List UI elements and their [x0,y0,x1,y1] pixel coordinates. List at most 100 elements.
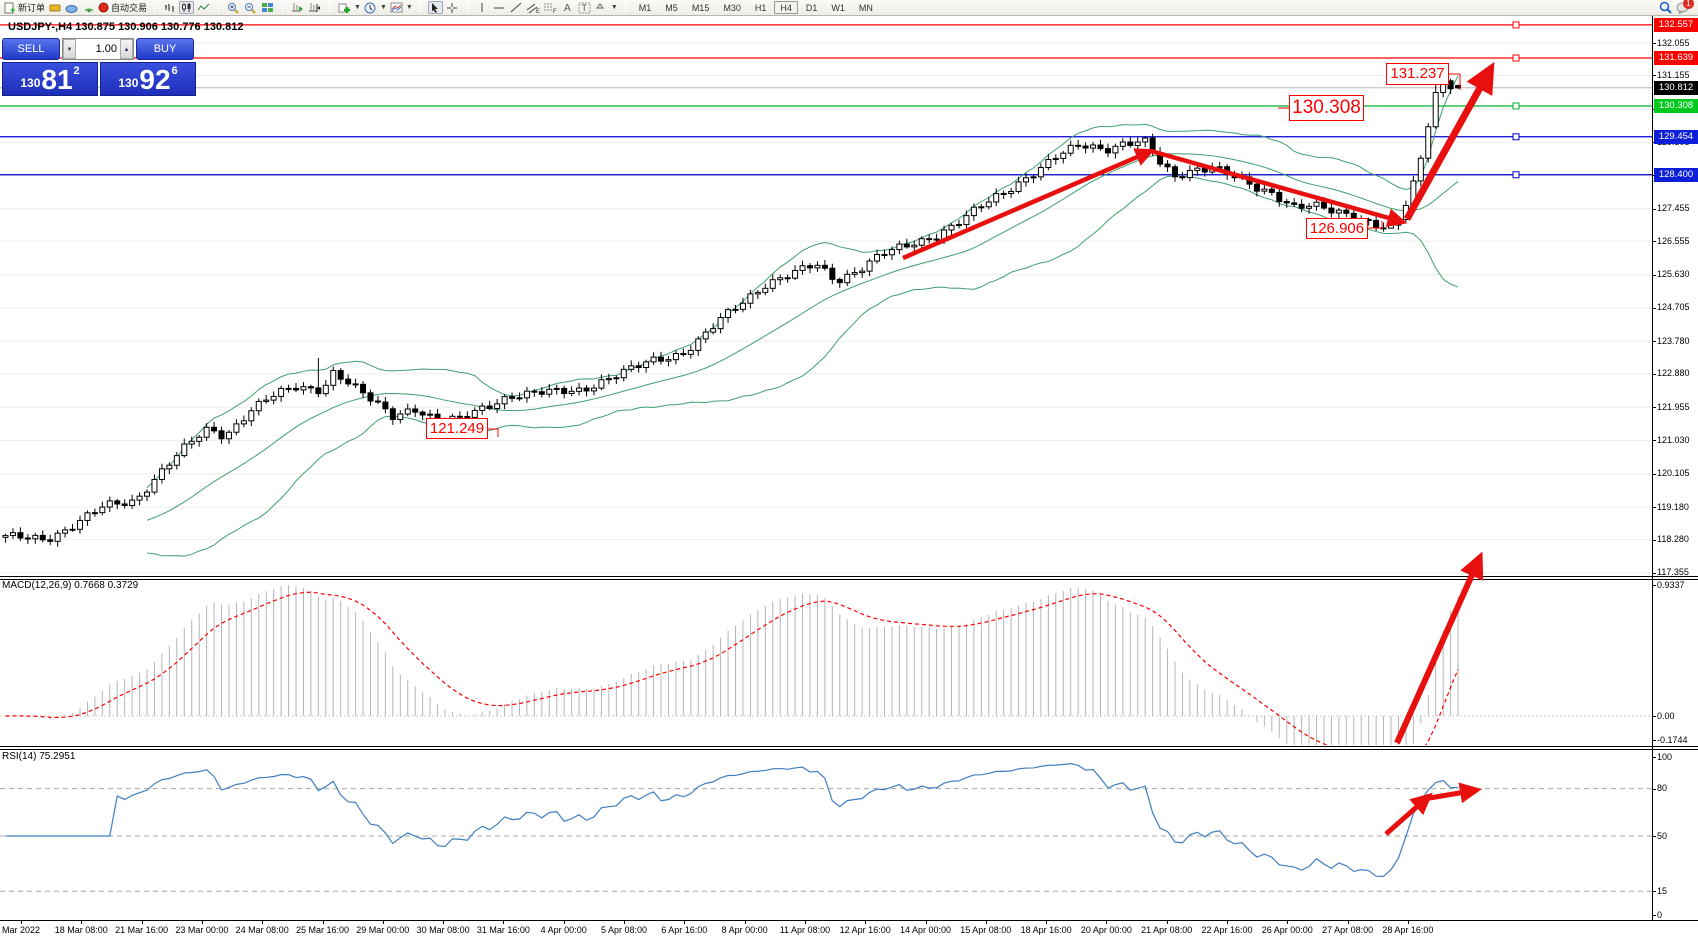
tick-mark [1652,473,1656,475]
timeframe-button-h4[interactable]: H4 [774,1,798,14]
autotrade-button[interactable]: 自动交易 [98,1,147,14]
volume-decrease-button[interactable]: ▼ [63,39,76,59]
fibonacci-icon[interactable]: F [543,1,558,14]
shapes-caret-icon[interactable]: ▼ [610,4,618,11]
chat-icon[interactable]: 1 [1675,0,1694,14]
chart-shift-icon[interactable] [307,1,322,14]
macd-indicator-pane[interactable] [0,579,1652,745]
template-caret-icon[interactable]: ▼ [405,4,413,11]
price-tick: 125.630 [1657,269,1698,280]
date-label[interactable]: 21 Mar 16:00 [115,925,169,935]
date-label[interactable]: 15 Apr 08:00 [960,925,1012,935]
sell-price-display[interactable]: 130 81 2 [2,62,98,96]
date-tick [81,920,83,924]
date-label[interactable]: 29 Mar 00:00 [356,925,410,935]
new-order-button[interactable]: + 新订单 [4,1,45,14]
timeframe-button-h1[interactable]: H1 [754,3,767,13]
search-icon[interactable] [1658,1,1673,14]
price-annotation[interactable]: 131.237 [1386,63,1449,85]
price-annotation[interactable]: 130.308 [1289,95,1364,121]
sell-price-big: 81 [41,64,73,95]
timeframe-button-m30[interactable]: M30 [723,3,741,13]
tick-mark [1652,740,1656,742]
bar-chart-icon[interactable] [162,1,177,14]
pane-separator[interactable] [0,576,1698,577]
date-label[interactable]: 6 Apr 16:00 [661,925,708,935]
period-caret-icon[interactable]: ▼ [379,4,387,11]
date-label[interactable]: 18 Apr 16:00 [1020,925,1072,935]
svg-text:T: T [581,3,587,13]
date-label[interactable]: 24 Mar 08:00 [235,925,289,935]
horizontal-line-icon[interactable] [492,1,507,14]
timeframe-button-d1[interactable]: D1 [805,3,818,13]
volume-input[interactable] [76,39,120,59]
timeframe-button-m15[interactable]: M15 [691,3,710,13]
date-label[interactable]: 8 Apr 00:00 [721,925,768,935]
pane-separator[interactable] [0,746,1698,747]
date-label[interactable]: 12 Apr 16:00 [839,925,891,935]
tick-mark [1652,539,1656,541]
line-chart-icon[interactable] [196,1,211,14]
cursor-icon[interactable] [427,1,443,14]
timeframe-button-w1[interactable]: W1 [831,3,845,13]
date-label[interactable]: 22 Apr 16:00 [1201,925,1253,935]
date-tick [1407,920,1409,924]
date-label[interactable]: 25 Mar 16:00 [295,925,350,935]
gold-icon[interactable] [47,1,62,14]
zoom-in-icon[interactable] [226,1,241,14]
tick-mark [1652,836,1656,837]
pane-separator[interactable] [0,749,1698,750]
date-tick [1287,920,1289,924]
date-label[interactable]: 5 Apr 08:00 [600,925,648,935]
pane-separator[interactable] [0,579,1698,580]
date-label[interactable]: 28 Apr 16:00 [1382,925,1434,935]
date-label[interactable]: 20 Apr 00:00 [1080,925,1132,935]
date-label[interactable]: 27 Apr 08:00 [1322,925,1374,935]
label-icon[interactable]: T [577,1,592,14]
timeframe-button-m1[interactable]: M1 [638,3,652,13]
date-label[interactable]: 26 Apr 00:00 [1261,925,1313,935]
price-tick: 0.9337 [1657,579,1698,590]
date-label[interactable]: 30 Mar 08:00 [416,925,470,935]
date-label[interactable]: 14 Apr 00:00 [899,925,952,935]
price-tick: 0.00 [1657,710,1698,721]
date-label[interactable]: 31 Mar 16:00 [476,925,530,935]
tile-windows-icon[interactable] [260,1,275,14]
signal-icon[interactable] [81,1,96,14]
volume-increase-button[interactable]: ▲ [120,39,133,59]
indicators-icon[interactable] [337,1,352,14]
indicators-caret-icon[interactable]: ▼ [354,4,361,11]
date-label[interactable]: Mar 2022 [1,925,41,935]
date-label[interactable]: 21 Apr 08:00 [1141,925,1193,935]
zoom-out-icon[interactable] [243,1,258,14]
date-label[interactable]: 11 Apr 08:00 [779,925,831,935]
equidistant-channel-icon[interactable]: E [526,1,541,14]
rsi-indicator-pane[interactable] [0,749,1652,919]
crosshair-icon[interactable] [445,1,460,14]
date-tick [1166,920,1168,924]
date-label[interactable]: 18 Mar 08:00 [54,925,108,935]
timeframe-button-mn[interactable]: MN [858,3,873,13]
shapes-icon[interactable] [594,1,609,14]
cloud-icon[interactable] [64,1,79,14]
date-label[interactable]: 4 Apr 00:00 [540,925,587,935]
main-price-chart[interactable] [0,15,1652,576]
date-tick [684,920,686,924]
tick-mark [1652,208,1656,210]
price-annotation[interactable]: 126.906 [1306,218,1368,239]
period-icon[interactable] [363,1,378,14]
price-annotation[interactable]: 121.249 [426,418,488,439]
sell-button[interactable]: SELL [2,38,60,60]
buy-price-display[interactable]: 130 92 6 [100,62,196,96]
buy-button[interactable]: BUY [136,38,194,60]
timeframe-button-m5[interactable]: M5 [665,3,678,13]
candle-chart-icon[interactable] [179,1,195,14]
date-tick [262,920,264,924]
vertical-line-icon[interactable] [475,1,490,14]
trendline-icon[interactable] [509,1,524,14]
template-icon[interactable] [389,1,404,14]
date-label[interactable]: 23 Mar 00:00 [175,925,229,935]
autoscroll-icon[interactable] [290,1,305,14]
tick-mark [1652,716,1656,717]
text-icon[interactable]: A [560,1,575,14]
